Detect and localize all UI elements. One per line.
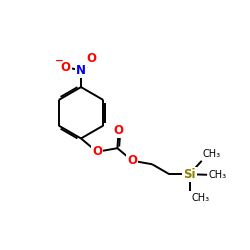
- Text: CH₃: CH₃: [208, 170, 226, 180]
- Text: O: O: [92, 145, 102, 158]
- Text: CH₃: CH₃: [203, 149, 221, 159]
- Text: −: −: [54, 56, 64, 66]
- Text: O: O: [86, 52, 96, 66]
- Text: O: O: [61, 61, 71, 74]
- Text: CH₃: CH₃: [192, 193, 210, 203]
- Text: Si: Si: [183, 168, 196, 181]
- Text: O: O: [127, 154, 137, 167]
- Text: N: N: [76, 64, 86, 76]
- Text: O: O: [114, 124, 124, 137]
